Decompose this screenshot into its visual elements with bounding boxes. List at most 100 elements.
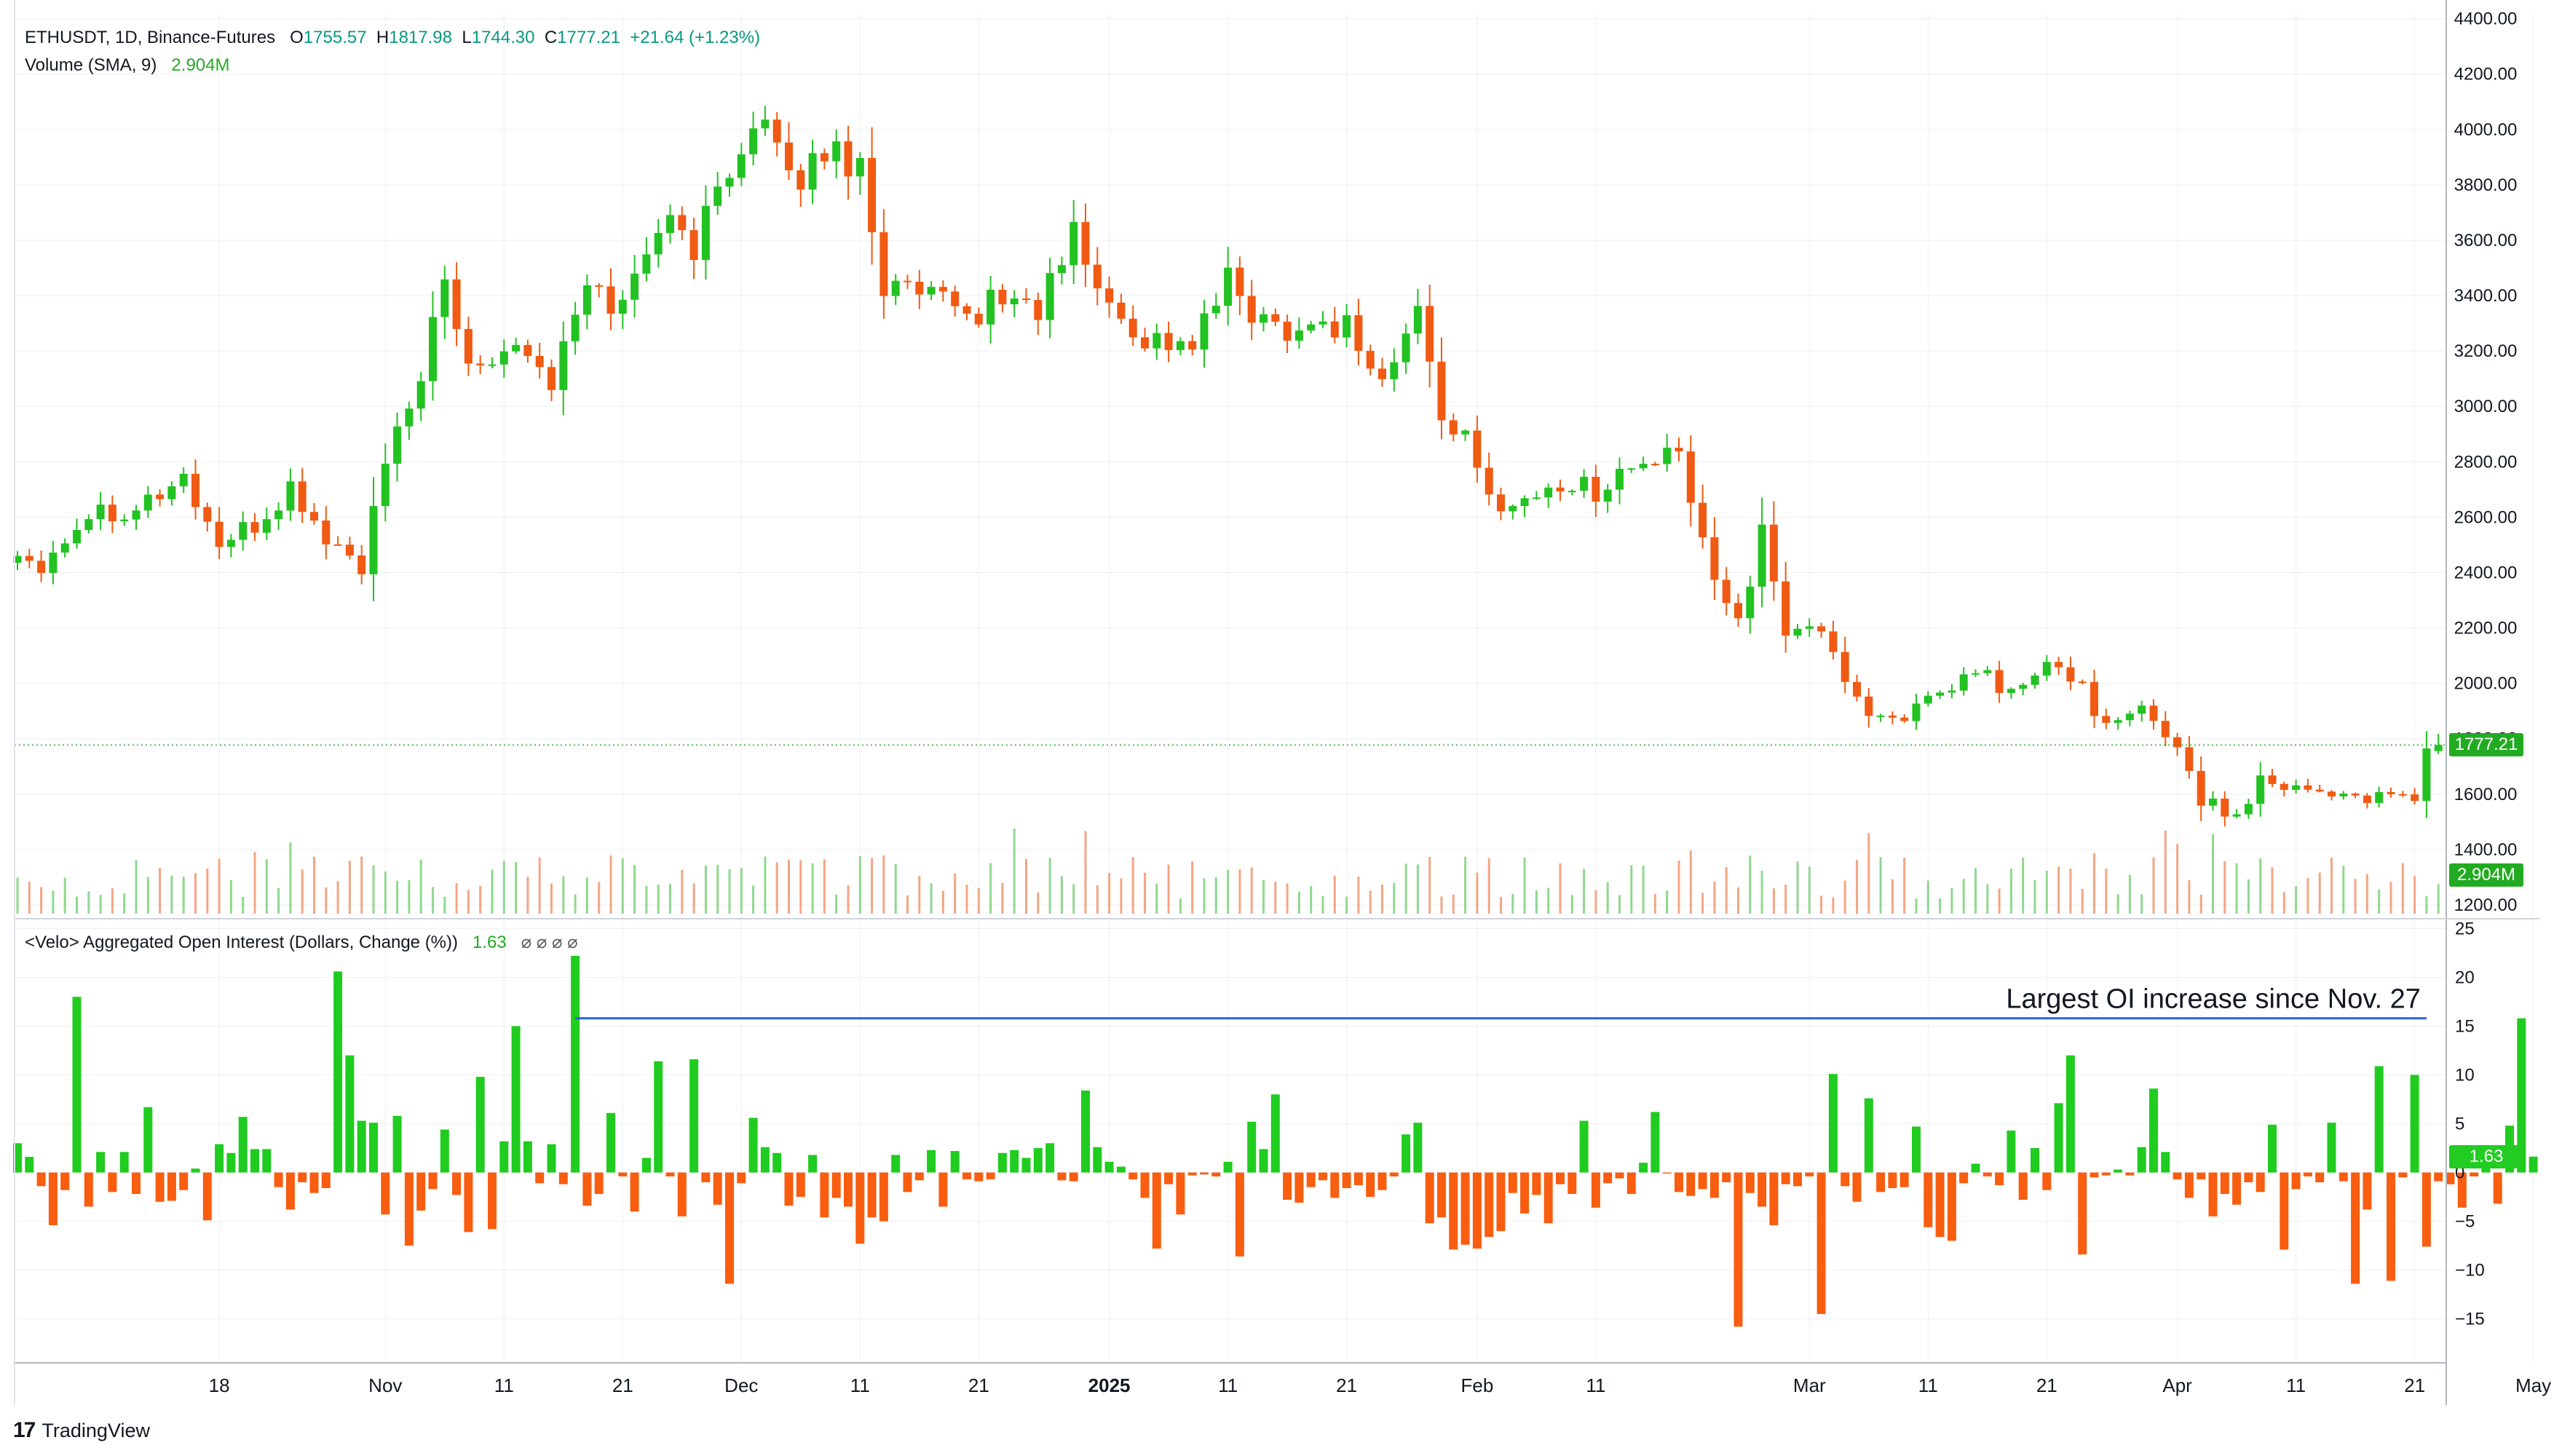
oi-bar xyxy=(1437,1172,1446,1218)
oi-bar xyxy=(1069,1172,1078,1182)
oi-bar xyxy=(2374,1066,2384,1173)
candle-body xyxy=(73,529,81,544)
candle-body xyxy=(1057,265,1066,274)
candle-body xyxy=(1722,579,1731,604)
candle-body xyxy=(1793,628,1802,636)
candle-body xyxy=(785,142,793,170)
volume-bar xyxy=(182,877,185,914)
volume-bar xyxy=(1867,833,1870,914)
oi-bar xyxy=(1318,1172,1327,1181)
volume-bar xyxy=(1701,893,1704,914)
oi-bar xyxy=(1591,1172,1600,1208)
oi-bar xyxy=(630,1172,639,1212)
candle-body xyxy=(1532,497,1541,499)
volume-bar xyxy=(372,865,375,914)
price-tick-label: 1400.00 xyxy=(2454,840,2518,860)
volume-label[interactable]: Volume (SMA, 9) xyxy=(25,55,157,75)
volume-bars xyxy=(16,828,2440,914)
oi-bar xyxy=(1104,1161,1114,1173)
candle-body xyxy=(1520,498,1529,507)
candle-body xyxy=(108,505,116,521)
oi-bar xyxy=(1626,1172,1636,1195)
candle-body xyxy=(962,306,971,314)
oi-bar xyxy=(2197,1172,2206,1179)
oi-bar xyxy=(1389,1172,1399,1176)
volume-bar xyxy=(515,862,518,914)
volume-bar xyxy=(835,894,838,914)
volume-bar xyxy=(432,887,434,914)
oi-bar xyxy=(2268,1124,2277,1173)
candle-body xyxy=(1616,468,1624,490)
volume-bar xyxy=(1120,878,1123,914)
volume-bar xyxy=(1416,864,1419,914)
candle-body xyxy=(1378,368,1386,379)
candle-body xyxy=(1188,341,1197,350)
oi-bar xyxy=(1662,1172,1672,1174)
volume-bar xyxy=(669,884,671,914)
oi-bar xyxy=(2184,1172,2194,1198)
time-tick-label: Mar xyxy=(1793,1374,1826,1396)
oi-bar xyxy=(1924,1172,1933,1227)
oi-bar xyxy=(2327,1123,2336,1173)
volume-bar xyxy=(1689,850,1692,914)
candle-body xyxy=(1330,321,1339,338)
oi-bar xyxy=(772,1152,782,1173)
oi-bar xyxy=(2387,1172,2395,1281)
candle-body xyxy=(725,178,734,187)
volume-tag: 2.904M xyxy=(2449,863,2523,887)
oi-bar xyxy=(820,1172,829,1218)
oi-bar xyxy=(167,1172,176,1201)
volume-bar xyxy=(764,856,767,914)
oi-bar xyxy=(1816,1172,1826,1314)
volume-bar xyxy=(965,885,968,914)
oi-bar xyxy=(1010,1150,1019,1173)
tradingview-logo[interactable]: 17 TradingView xyxy=(13,1418,150,1443)
candle-body xyxy=(654,232,663,255)
oi-bar xyxy=(582,1172,592,1206)
time-tick-label: Feb xyxy=(1460,1374,1493,1396)
oi-bar xyxy=(2255,1172,2265,1192)
volume-bar xyxy=(1404,863,1407,914)
oi-bar xyxy=(1639,1163,1648,1173)
volume-bar xyxy=(2354,879,2357,914)
branding-text: TradingView xyxy=(41,1419,150,1441)
volume-bar xyxy=(1310,885,1313,914)
oi-bar xyxy=(1449,1172,1458,1250)
volume-bar xyxy=(1737,887,1739,914)
candle-body xyxy=(2031,675,2039,685)
volume-bar xyxy=(1950,887,1953,914)
price-tick-label: 3800.00 xyxy=(2454,175,2518,195)
candle-body xyxy=(1283,321,1292,341)
oi-bar xyxy=(2446,1172,2455,1184)
oi-bar xyxy=(1496,1172,1506,1232)
candle-body xyxy=(1900,717,1909,721)
volume-bar xyxy=(2259,858,2262,914)
oi-bar xyxy=(914,1172,924,1181)
candle-body xyxy=(2232,814,2241,817)
candle-body xyxy=(2315,789,2324,792)
candle-body xyxy=(666,215,674,233)
oi-bar xyxy=(1532,1172,1541,1195)
candle-body xyxy=(203,507,212,522)
oi-bar xyxy=(2434,1172,2443,1182)
volume-bar xyxy=(2223,861,2226,914)
oi-bar xyxy=(392,1115,402,1173)
symbol-title[interactable]: ETHUSDT, 1D, Binance-Futures xyxy=(25,28,276,47)
time-tick-label: Dec xyxy=(724,1374,758,1396)
candle-body xyxy=(13,555,22,563)
volume-bar xyxy=(692,883,695,914)
candle-body xyxy=(855,158,864,177)
time-tick-label: 2025 xyxy=(1088,1374,1131,1396)
volume-bar xyxy=(2022,858,2025,914)
oi-bar xyxy=(1140,1172,1150,1198)
candle-body xyxy=(512,344,521,352)
oi-label[interactable]: <Velo> Aggregated Open Interest (Dollars… xyxy=(25,933,459,952)
volume-bar xyxy=(1487,858,1490,914)
candle-body xyxy=(879,232,888,296)
oi-bar xyxy=(2280,1172,2289,1250)
oi-bar xyxy=(867,1172,877,1218)
oi-bar xyxy=(677,1172,687,1216)
candle-body xyxy=(298,481,307,513)
candle-body xyxy=(1699,502,1707,538)
